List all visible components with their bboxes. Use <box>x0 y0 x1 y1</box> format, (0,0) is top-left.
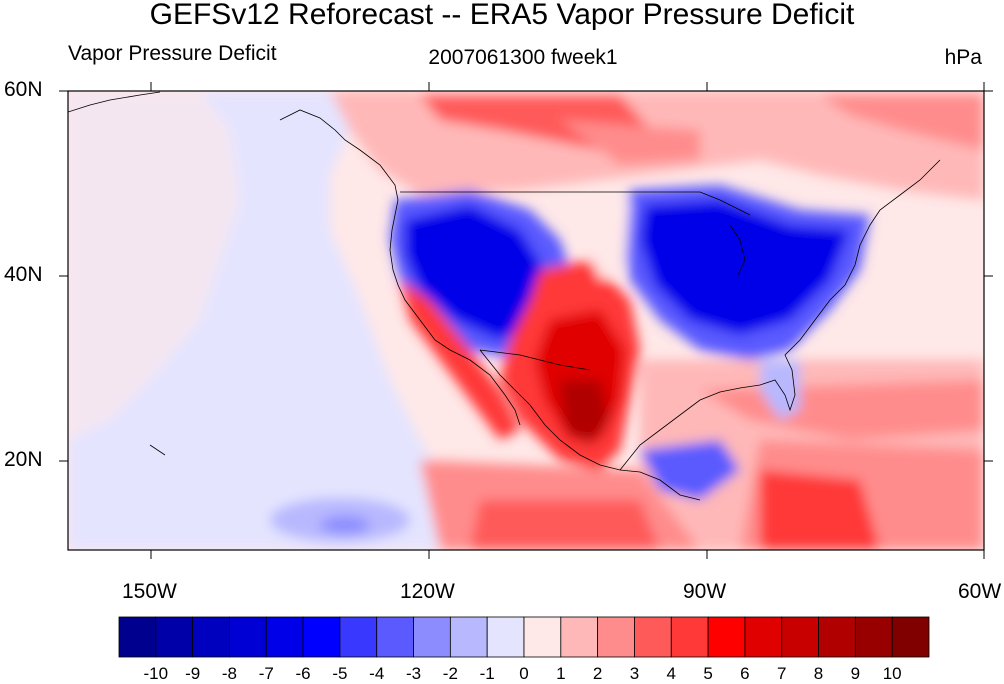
colorbar-swatch <box>891 616 930 658</box>
colorbar-tick-label: 3 <box>629 664 640 683</box>
lon-label-150w: 150W <box>122 580 177 603</box>
colorbar-swatch <box>118 616 157 658</box>
colorbar-tick-label: 5 <box>703 664 713 683</box>
lon-label-120w: 120W <box>400 580 455 603</box>
colorbar-swatch <box>707 616 746 658</box>
colorbar-swatch <box>486 616 525 658</box>
colorbar-tick-label: -8 <box>221 664 238 683</box>
colorbar-tick-label: -7 <box>258 664 274 683</box>
colorbar-tick-label: -5 <box>332 664 348 683</box>
colorbar-swatch <box>302 616 341 658</box>
colorbar-tick-label: -10 <box>143 664 169 683</box>
colorbar-tick-label: 8 <box>813 664 824 683</box>
colorbar-tick-label: -1 <box>479 664 495 683</box>
colorbar-tick-label: 4 <box>666 664 676 683</box>
lon-label-60w: 60W <box>958 580 1002 603</box>
colorbar-swatch <box>854 616 893 658</box>
map-frame <box>67 90 985 551</box>
colorbar-tick-label: -4 <box>369 664 385 683</box>
colorbar-tick-label: -2 <box>442 664 458 683</box>
colorbar-tick-label: 9 <box>850 664 861 683</box>
colorbar-tick-label: -9 <box>185 664 201 683</box>
colorbar-swatch <box>192 616 230 658</box>
colorbar-tick-label: 2 <box>592 664 603 683</box>
lat-label-40n: 40N <box>4 263 43 286</box>
coastlines <box>68 91 941 501</box>
vpd-field <box>68 91 984 550</box>
colorbar-swatch <box>339 616 378 658</box>
lon-label-90w: 90W <box>683 580 727 603</box>
colorbar-swatch <box>634 616 672 658</box>
colorbar-tick-label: -6 <box>295 664 311 683</box>
axis-ticks <box>59 82 993 559</box>
date-label: 2007061300 fweek1 <box>428 46 618 69</box>
variable-label: Vapor Pressure Deficit <box>68 42 277 65</box>
colorbar-swatch <box>229 616 267 658</box>
map-title: GEFSv12 Reforecast -- ERA5 Vapor Pressur… <box>149 0 855 31</box>
lat-label-60n: 60N <box>4 78 43 101</box>
colorbar-swatch <box>449 616 488 658</box>
colorbar-tick-label: 1 <box>556 664 566 683</box>
colorbar-swatch <box>560 616 599 658</box>
colorbar-swatch <box>597 616 635 658</box>
colorbar-swatch <box>818 616 856 658</box>
colorbar-swatch <box>523 616 562 658</box>
lat-label-20n: 20N <box>4 448 43 471</box>
colorbar-swatch <box>670 616 709 658</box>
colorbar-tick-label: 7 <box>776 664 787 683</box>
colorbar <box>118 616 930 658</box>
colorbar-swatch <box>413 616 451 658</box>
colorbar-tick-label: -3 <box>405 664 422 683</box>
colorbar-swatch <box>744 616 783 658</box>
colorbar-tick-label: 6 <box>740 664 750 683</box>
units-label: hPa <box>944 46 982 69</box>
colorbar-tick-label: 10 <box>882 664 902 683</box>
colorbar-swatch <box>265 616 304 658</box>
colorbar-swatch <box>155 616 194 658</box>
colorbar-swatch <box>376 616 414 658</box>
colorbar-tick-label: 0 <box>519 664 529 683</box>
colorbar-swatch <box>781 616 819 658</box>
